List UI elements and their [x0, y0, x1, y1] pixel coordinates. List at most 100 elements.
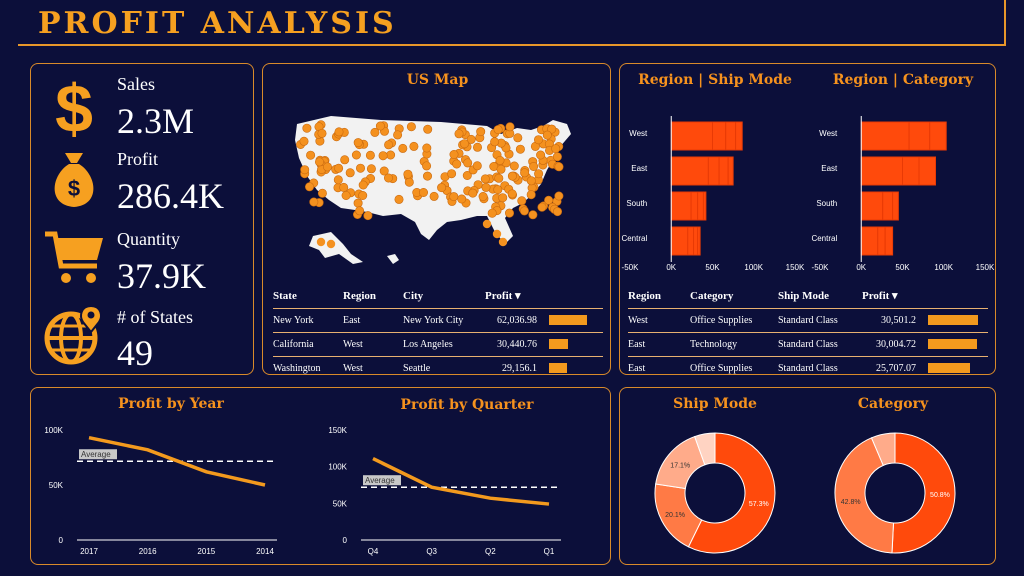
- city-dot[interactable]: [505, 208, 515, 218]
- city-dot[interactable]: [358, 180, 368, 190]
- city-dot[interactable]: [356, 163, 366, 173]
- city-dot[interactable]: [542, 130, 552, 140]
- city-dot[interactable]: [473, 142, 483, 152]
- city-dot[interactable]: [490, 137, 500, 147]
- city-dot[interactable]: [300, 165, 310, 175]
- city-dot[interactable]: [422, 161, 432, 171]
- city-dot[interactable]: [333, 175, 343, 185]
- city-dot[interactable]: [394, 194, 404, 204]
- table-row[interactable]: West Office Supplies Standard Class 30,5…: [628, 308, 988, 333]
- table-row[interactable]: New York East New York City 62,036.98: [273, 308, 603, 333]
- city-dot[interactable]: [454, 129, 464, 139]
- col-profit[interactable]: Profit ▾: [862, 284, 924, 309]
- city-dot[interactable]: [466, 134, 476, 144]
- city-dot[interactable]: [493, 185, 503, 195]
- city-dot[interactable]: [345, 168, 355, 178]
- bar-segment[interactable]: [908, 121, 931, 151]
- bar-segment[interactable]: [877, 226, 886, 256]
- donut-slice[interactable]: [870, 432, 896, 467]
- donut-slice[interactable]: [687, 432, 776, 554]
- city-dot[interactable]: [309, 197, 319, 207]
- bar-segment[interactable]: [670, 121, 713, 151]
- table-row[interactable]: East Technology Standard Class 30,004.72: [628, 332, 988, 357]
- city-dot[interactable]: [419, 188, 429, 198]
- city-dot[interactable]: [299, 136, 309, 146]
- city-dot[interactable]: [449, 192, 459, 202]
- city-dot[interactable]: [551, 144, 561, 154]
- city-dot[interactable]: [457, 194, 467, 204]
- bar-segment[interactable]: [892, 191, 899, 221]
- city-dot[interactable]: [452, 159, 462, 169]
- city-dot[interactable]: [478, 192, 488, 202]
- col-ship-mode[interactable]: Ship Mode: [778, 284, 862, 309]
- city-dot[interactable]: [507, 171, 517, 181]
- city-dot[interactable]: [437, 183, 447, 193]
- city-dot[interactable]: [351, 150, 361, 160]
- city-dot[interactable]: [393, 130, 403, 140]
- col-region[interactable]: Region: [628, 284, 690, 309]
- city-dot[interactable]: [496, 164, 506, 174]
- bar-segment[interactable]: [918, 156, 936, 186]
- city-dot[interactable]: [423, 171, 433, 181]
- bar-segment[interactable]: [860, 191, 884, 221]
- city-dot[interactable]: [353, 198, 363, 208]
- city-dot[interactable]: [403, 169, 413, 179]
- bar-segment[interactable]: [860, 121, 910, 151]
- city-dot[interactable]: [316, 237, 326, 247]
- bar-segment[interactable]: [884, 226, 894, 256]
- city-dot[interactable]: [406, 122, 416, 132]
- city-dot[interactable]: [487, 208, 497, 218]
- city-dot[interactable]: [526, 190, 536, 200]
- city-dot[interactable]: [339, 182, 349, 192]
- city-dot[interactable]: [305, 182, 314, 192]
- city-dot[interactable]: [384, 140, 394, 150]
- city-dot[interactable]: [334, 127, 344, 137]
- city-dot[interactable]: [379, 166, 389, 176]
- city-dot[interactable]: [370, 127, 380, 137]
- city-dot[interactable]: [306, 150, 316, 160]
- city-dot[interactable]: [447, 169, 457, 179]
- bar-segment[interactable]: [902, 156, 920, 186]
- city-dot[interactable]: [552, 152, 562, 162]
- donut-slice[interactable]: [694, 432, 716, 466]
- city-dot[interactable]: [520, 168, 530, 178]
- bar-segment[interactable]: [725, 121, 737, 151]
- bar-segment[interactable]: [702, 191, 707, 221]
- city-dot[interactable]: [534, 169, 544, 179]
- col-category[interactable]: Category: [690, 284, 778, 309]
- bar-segment[interactable]: [860, 226, 879, 256]
- bar-segment[interactable]: [727, 156, 734, 186]
- bar-segment[interactable]: [697, 226, 701, 256]
- city-dot[interactable]: [529, 161, 539, 171]
- city-dot[interactable]: [554, 162, 564, 172]
- city-dot[interactable]: [322, 162, 332, 172]
- city-dot[interactable]: [498, 193, 508, 203]
- col-city[interactable]: City: [403, 284, 485, 309]
- city-dot[interactable]: [341, 191, 351, 201]
- city-dot[interactable]: [449, 149, 459, 159]
- city-dot[interactable]: [422, 143, 432, 153]
- city-dot[interactable]: [509, 161, 519, 171]
- city-dot[interactable]: [358, 191, 368, 201]
- city-dot[interactable]: [495, 155, 505, 165]
- city-dot[interactable]: [536, 150, 546, 160]
- bar-segment[interactable]: [693, 226, 699, 256]
- city-dot[interactable]: [353, 138, 363, 148]
- profit-line[interactable]: [88, 435, 266, 487]
- city-dot[interactable]: [480, 174, 490, 184]
- bar-segment[interactable]: [697, 191, 704, 221]
- city-dot[interactable]: [365, 150, 375, 160]
- city-dot[interactable]: [547, 124, 557, 134]
- city-dot[interactable]: [515, 144, 525, 154]
- city-dot[interactable]: [519, 206, 529, 216]
- city-dot[interactable]: [317, 128, 327, 138]
- city-dot[interactable]: [462, 171, 472, 181]
- city-dot[interactable]: [366, 164, 376, 174]
- city-dot[interactable]: [498, 237, 508, 247]
- city-dot[interactable]: [552, 207, 562, 217]
- city-dot[interactable]: [386, 150, 396, 160]
- city-dot[interactable]: [526, 176, 536, 186]
- city-dot[interactable]: [481, 182, 491, 192]
- city-dot[interactable]: [423, 124, 433, 134]
- city-dot[interactable]: [384, 173, 394, 183]
